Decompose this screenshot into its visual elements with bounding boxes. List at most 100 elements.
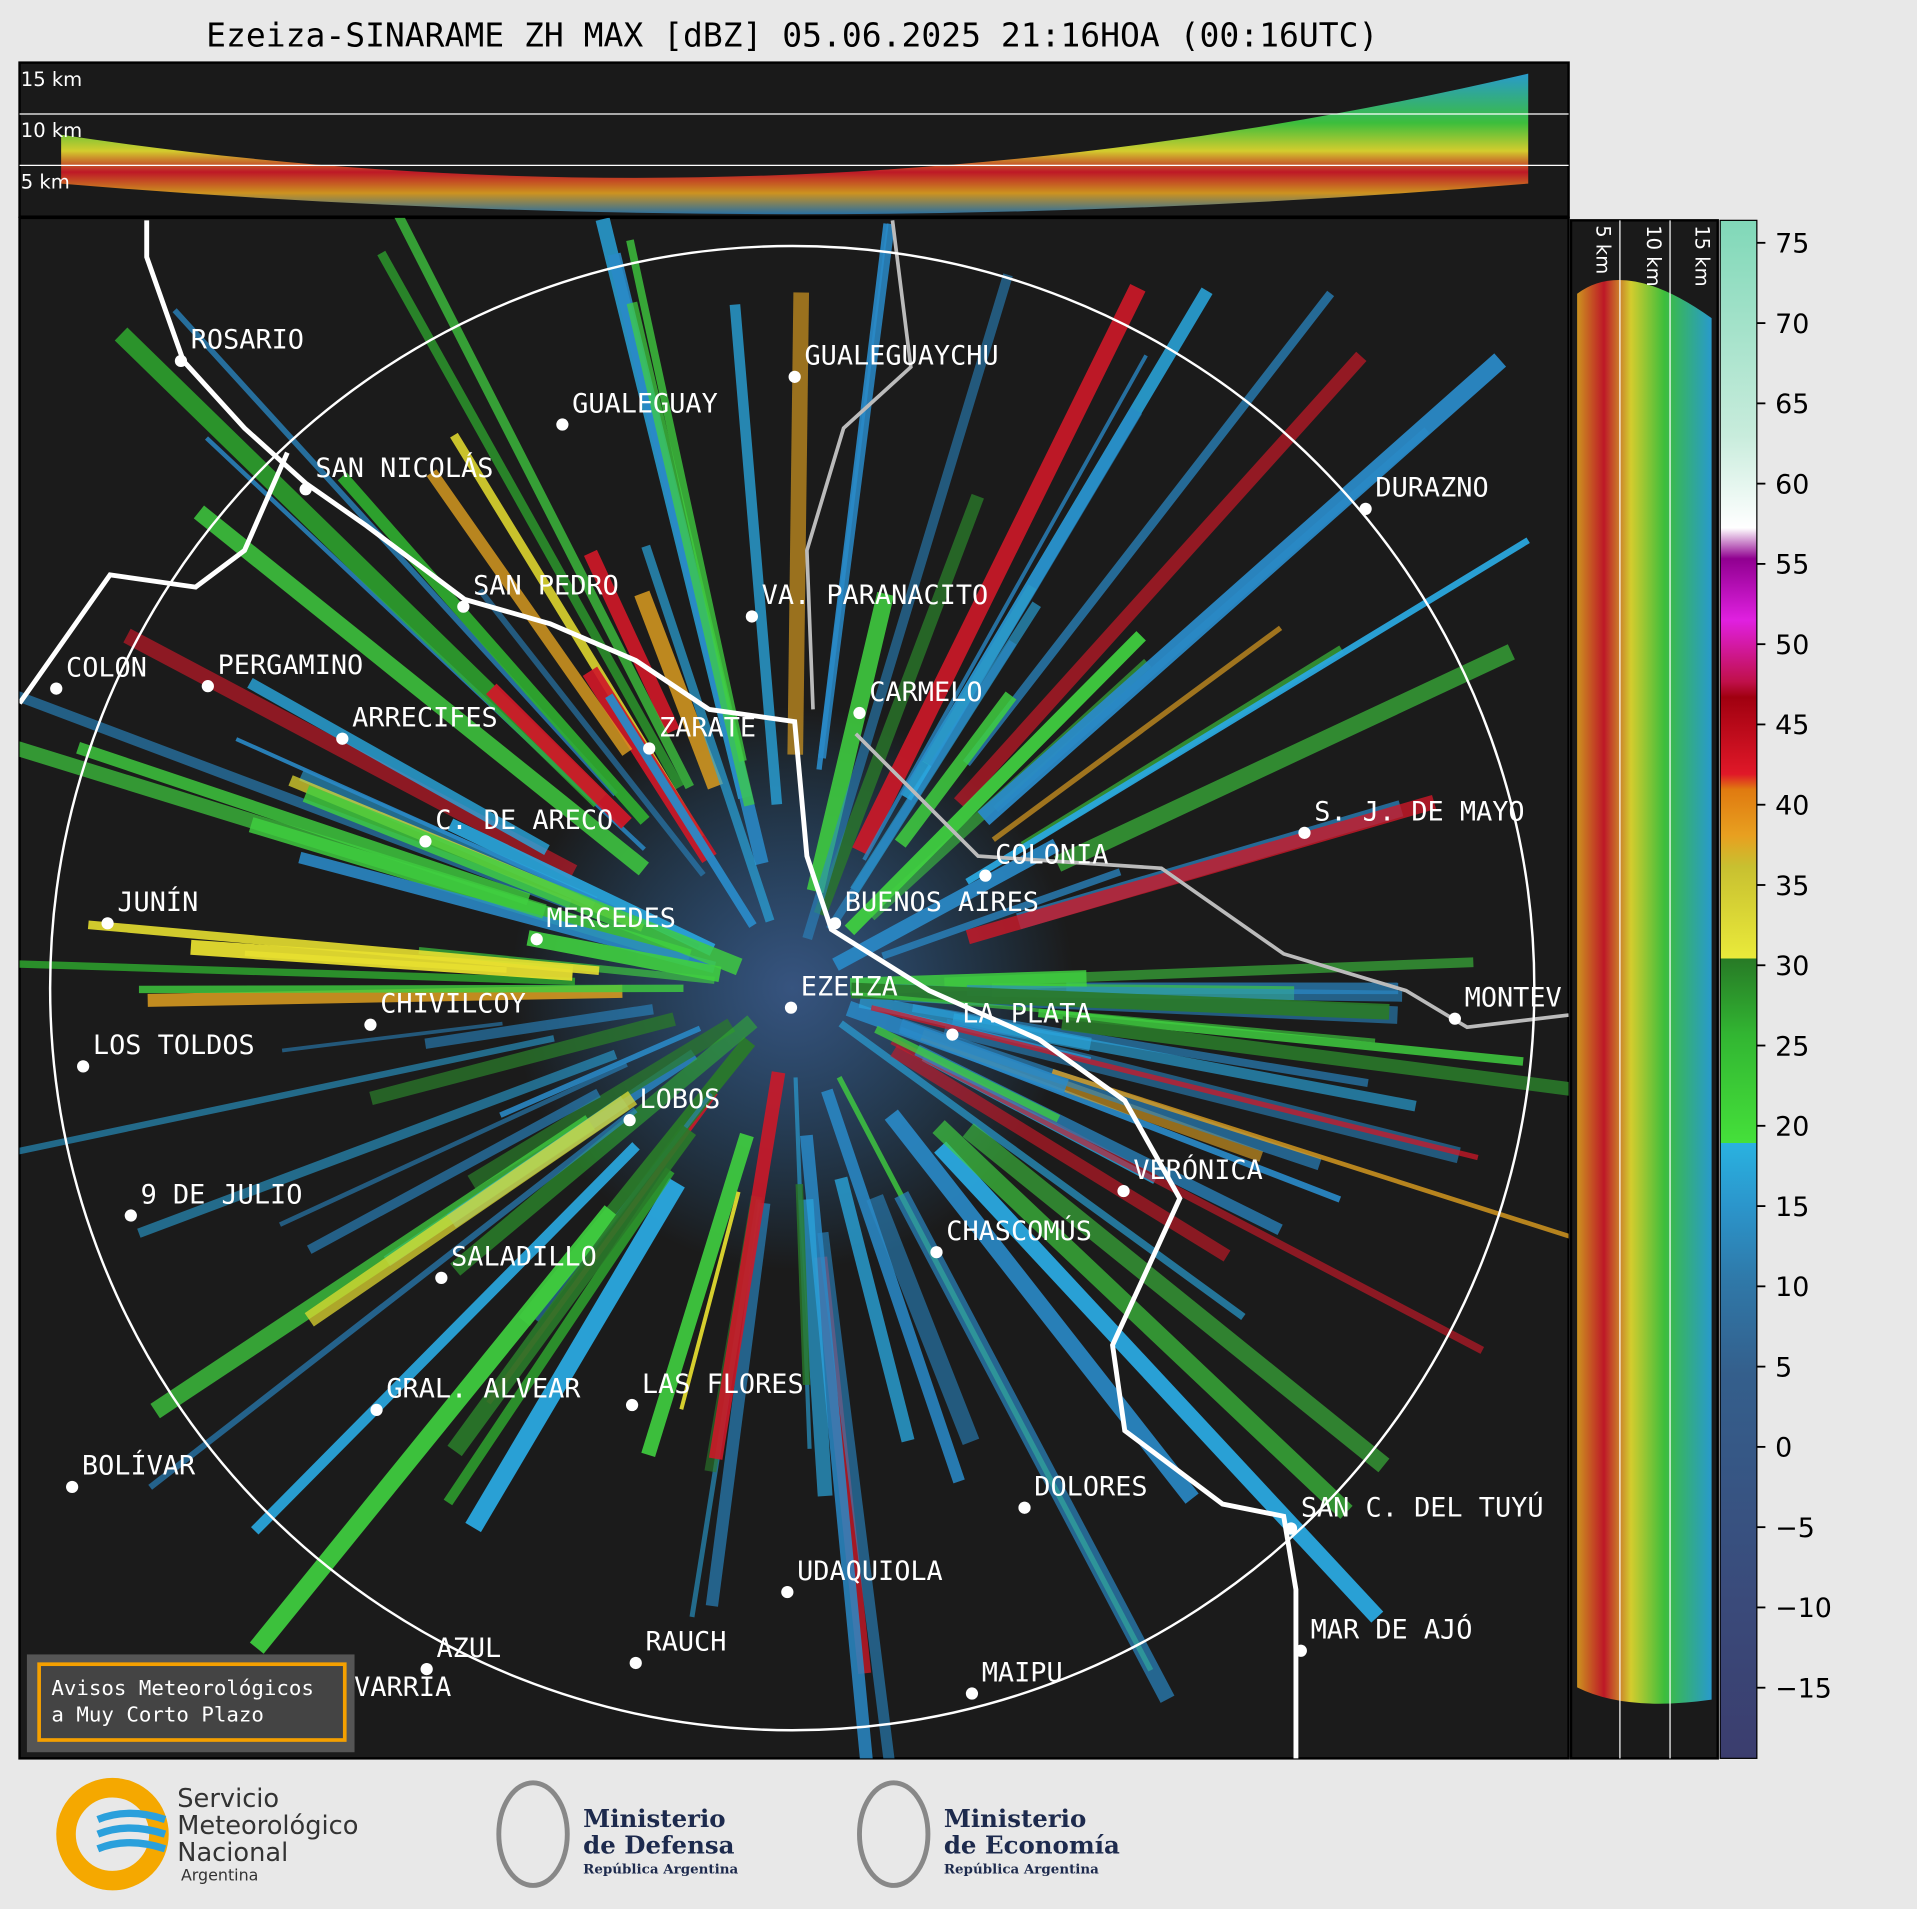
title: Ezeiza-SINARAME ZH MAX [dBZ] 05.06.2025 … <box>206 16 1378 55</box>
echo-ray <box>852 283 1146 855</box>
smn-waves <box>96 1809 167 1853</box>
echo-ray <box>499 1025 702 1118</box>
city-label: COLONIA <box>995 839 1108 870</box>
city-dot <box>1448 1012 1461 1025</box>
echo-ray <box>583 549 680 735</box>
echo-ray <box>447 818 716 956</box>
echo-ray <box>281 1021 503 1053</box>
echo-ray <box>377 250 684 790</box>
city-dot <box>828 917 842 930</box>
colorbar-label: 0 <box>1775 1433 1792 1464</box>
echo-ray <box>962 1123 1390 1473</box>
echo-ray <box>19 741 547 919</box>
city-dot <box>1298 826 1311 839</box>
city-dot <box>370 1403 383 1417</box>
logo-text: Ministerio <box>944 1804 1086 1833</box>
city-dot <box>965 1687 979 1700</box>
colorbar-label: 10 <box>1775 1272 1809 1303</box>
echo-ray <box>817 223 895 759</box>
echo-ray <box>874 1025 1061 1123</box>
colorbar-label: 70 <box>1775 309 1809 340</box>
top-echo <box>61 73 1529 215</box>
logo-text: de Economía <box>944 1831 1120 1860</box>
city-label: MONTEV <box>1465 982 1562 1013</box>
colorbar-label: 55 <box>1775 550 1809 581</box>
echo-ray <box>244 950 507 973</box>
echo-ray <box>821 1088 965 1484</box>
echo-ray <box>19 1035 555 1155</box>
echo-ray <box>844 631 1146 936</box>
logo-text: Argentina <box>181 1866 258 1885</box>
city-dot <box>174 354 188 368</box>
echo-ray <box>526 930 722 982</box>
echo-ray <box>881 868 1122 960</box>
city-dot <box>124 1209 137 1222</box>
city-dot <box>66 1480 79 1494</box>
echo-ray <box>19 960 576 986</box>
echo-ray <box>148 1107 638 1490</box>
echo-ray <box>862 354 1148 861</box>
colorbar-label: 45 <box>1775 710 1809 741</box>
echo-ray <box>965 794 1437 945</box>
city-label: CARMELO <box>869 677 982 708</box>
city-label: C. DE ARECO <box>435 805 613 836</box>
city-dot <box>788 370 801 383</box>
logo-text: de Defensa <box>583 1831 734 1860</box>
city-label: DOLORES <box>1034 1471 1147 1502</box>
echo-ray <box>626 301 755 807</box>
echo-ray <box>138 984 684 994</box>
height-label: 15 km <box>21 68 82 91</box>
shield <box>857 1780 931 1888</box>
city-label: JUNÍN <box>117 886 198 918</box>
city-dot <box>784 1001 798 1014</box>
echo-ray <box>369 1012 676 1106</box>
city-label: VERÓNICA <box>1133 1154 1262 1186</box>
city-dot <box>946 1028 959 1041</box>
echo-ray <box>977 353 1507 826</box>
colorbar-label: 20 <box>1775 1112 1809 1143</box>
echo-ray <box>87 920 600 976</box>
echo-ray <box>123 628 578 880</box>
height-label: 10 km <box>1642 225 1665 286</box>
echo-ray <box>137 1049 618 1238</box>
city-dot <box>435 1271 448 1284</box>
echo-ray <box>787 292 810 755</box>
echo-ray <box>193 505 649 876</box>
echo-ray <box>394 217 694 790</box>
city-label: PERGAMINO <box>218 650 364 681</box>
logo-text: República Argentina <box>944 1861 1099 1877</box>
city-label: LAS FLORES <box>642 1369 804 1400</box>
city-dot <box>629 1656 642 1670</box>
echo-ray <box>147 984 623 1007</box>
city-dot <box>1018 1501 1031 1514</box>
echo-ray <box>447 1124 697 1457</box>
echo-ray <box>817 1231 895 1759</box>
echo-ray <box>1051 1068 1569 1239</box>
city-dot <box>457 600 470 613</box>
border <box>805 220 1569 1030</box>
echo-ray <box>866 1194 980 1446</box>
echo-ray <box>641 1132 754 1457</box>
echo-ray <box>641 544 775 923</box>
echo-ray <box>465 1178 685 1533</box>
city-label: MERCEDES <box>546 903 675 934</box>
city-dot <box>77 1060 90 1073</box>
city-dot <box>1117 1184 1130 1198</box>
city-dot <box>1284 1522 1298 1535</box>
city-dot <box>556 418 569 431</box>
colorbar-label: 60 <box>1775 469 1809 500</box>
map-layer: ROSARIO GUALEGUAYCHU GUALEGUAY SAN NICOLÁS D… <box>19 217 1569 1759</box>
city-label: GUALEGUAYCHU <box>804 341 998 372</box>
echo-ray <box>279 1062 628 1227</box>
city-label: MAR DE AJÓ <box>1311 1614 1473 1646</box>
colorbar-label: 35 <box>1775 871 1809 902</box>
colorbar-label: −5 <box>1775 1513 1815 1544</box>
coastline <box>144 220 1299 1759</box>
echo-ray <box>834 1176 915 1443</box>
echo-ray <box>932 1120 1353 1519</box>
notice-text: a Muy Corto Plazo <box>51 1703 264 1727</box>
echo-ray <box>306 1088 601 1254</box>
echo-ray <box>485 683 632 829</box>
city-label: RAUCH <box>646 1627 727 1658</box>
river <box>19 451 290 705</box>
